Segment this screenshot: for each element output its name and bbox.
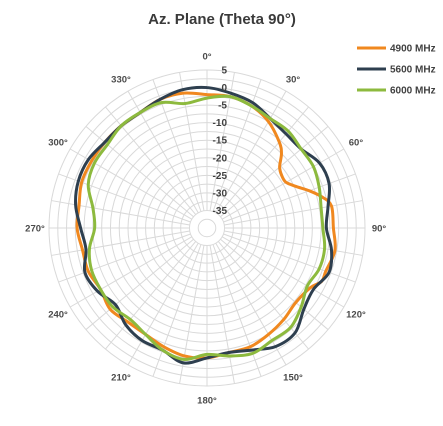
angle-tick-label: 240° bbox=[48, 310, 68, 321]
angle-tick-label: 330° bbox=[111, 75, 131, 86]
grid-spoke bbox=[215, 242, 287, 366]
radial-tick-label: -5 bbox=[218, 101, 227, 112]
polar-grid bbox=[48, 69, 366, 387]
grid-spoke bbox=[179, 72, 205, 211]
series-line-4900-mhz bbox=[75, 91, 337, 360]
grid-spoke bbox=[221, 148, 345, 220]
grid-spoke bbox=[220, 126, 329, 218]
series-line-6000-mhz bbox=[86, 94, 327, 361]
legend-label: 6000 MHz bbox=[390, 86, 436, 97]
chart-title: Az. Plane (Theta 90°) bbox=[148, 11, 296, 28]
grid-spoke bbox=[51, 200, 190, 226]
grid-spoke bbox=[217, 241, 309, 350]
angle-tick-label: 210° bbox=[111, 372, 131, 383]
radial-tick-label: -20 bbox=[213, 153, 228, 164]
grid-spoke bbox=[215, 90, 287, 214]
grid-spoke bbox=[69, 236, 193, 308]
angle-tick-label: 270° bbox=[25, 224, 45, 235]
grid-spoke bbox=[85, 238, 194, 330]
legend-label: 5600 MHz bbox=[390, 65, 436, 76]
grid-spoke bbox=[224, 200, 363, 226]
grid-spoke bbox=[127, 242, 199, 366]
angle-tick-label: 120° bbox=[346, 310, 366, 321]
angle-tick-label: 180° bbox=[197, 396, 217, 407]
angle-tick-label: 150° bbox=[283, 372, 303, 383]
series-line-5600-mhz bbox=[74, 85, 334, 365]
angle-tick-label: 90° bbox=[372, 224, 387, 235]
grid-ring bbox=[197, 218, 217, 238]
grid-spoke bbox=[209, 245, 235, 384]
radial-tick-label: 5 bbox=[221, 66, 227, 77]
grid-spoke bbox=[58, 233, 191, 283]
radial-tick-label: -35 bbox=[213, 206, 228, 217]
radial-tick-label: -15 bbox=[213, 136, 228, 147]
grid-spoke bbox=[105, 241, 197, 350]
radial-tick-label: -25 bbox=[213, 171, 228, 182]
grid-spoke bbox=[221, 236, 345, 308]
radial-tick-label: 0 bbox=[221, 83, 227, 94]
series-group bbox=[74, 85, 337, 365]
grid-spoke bbox=[220, 238, 329, 330]
angle-tick-label: 60° bbox=[349, 138, 364, 149]
grid-spoke bbox=[51, 230, 190, 256]
grid-spoke bbox=[223, 173, 356, 223]
legend: 4900 MHz 5600 MHz 6000 MHz bbox=[357, 44, 436, 97]
axis-labels: 0° 30° 60° 90° 120° 150° 180° 210° 240° 270° 300° 3… bbox=[25, 52, 386, 407]
radial-tick-label: -10 bbox=[213, 118, 228, 129]
grid-spoke bbox=[223, 233, 356, 283]
radial-tick-label: -30 bbox=[213, 188, 228, 199]
angle-tick-label: 30° bbox=[286, 75, 301, 86]
grid-spoke bbox=[217, 106, 309, 215]
angle-tick-label: 300° bbox=[48, 138, 68, 149]
grid-spoke bbox=[127, 90, 199, 214]
grid-spoke bbox=[152, 244, 202, 377]
grid-spoke bbox=[224, 230, 363, 256]
legend-label: 4900 MHz bbox=[390, 44, 436, 55]
angle-tick-label: 0° bbox=[202, 52, 211, 63]
